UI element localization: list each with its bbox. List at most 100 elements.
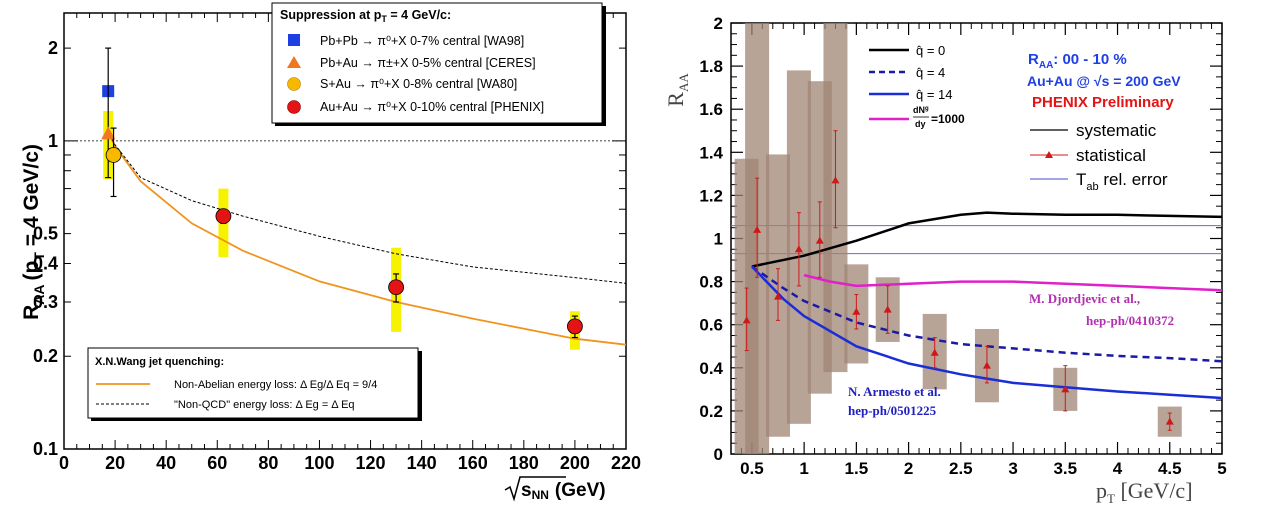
x-tick-label: 100 — [304, 453, 334, 473]
annotation-djordjevic: M. Djordjevic et al., hep-ph/0410372 — [1029, 291, 1174, 328]
data-point — [753, 225, 762, 233]
legend-entry: S+Au → π⁰+X 0-8% central [WA80] — [320, 77, 517, 91]
x-tick-label: 2 — [904, 459, 913, 478]
legend-entry: "Non-QCD" energy loss: Δ Eg = Δ Eq — [174, 399, 355, 411]
right-model-legend: q̂ = 0 q̂ = 4 q̂ = 14 dNg dy =1000 — [869, 43, 965, 129]
x-tick-label: 60 — [207, 453, 227, 473]
legend-entry: Pb+Au → π±+X 0-5% central [CERES] — [320, 56, 536, 70]
x-tick-label: 3 — [1008, 459, 1017, 478]
legend-entry: Tab rel. error — [1076, 170, 1168, 193]
y-tick-label: 1.8 — [699, 57, 723, 76]
x-tick-label: 4 — [1113, 459, 1123, 478]
x-tick-label: 5 — [1217, 459, 1226, 478]
y-tick-label: 0.4 — [699, 359, 723, 378]
legend-entry: Non-Abelian energy loss: Δ Eg/Δ Eq = 9/4 — [174, 379, 377, 391]
theory-curve-2 — [751, 265, 1223, 400]
y-tick-label: 1.2 — [699, 186, 723, 205]
data-point-wa80 — [105, 147, 122, 163]
legend-marker-triangle — [287, 56, 301, 68]
legend-marker-circle — [287, 77, 301, 91]
y-tick-label: 1.4 — [699, 143, 723, 162]
legend-title: X.N.Wang jet quenching: — [95, 356, 224, 368]
data-point — [774, 292, 783, 300]
data-point — [794, 245, 803, 253]
x-tick-label: 2.5 — [949, 459, 973, 478]
x-tick-label: 180 — [509, 453, 539, 473]
x-tick-label: 80 — [258, 453, 278, 473]
x-tick-label: 200 — [560, 453, 590, 473]
right-y-axis-label: RAA — [663, 73, 691, 107]
data-point — [1165, 417, 1174, 425]
data-point-phenix — [388, 279, 404, 296]
left-y-axis-label: RAA(pT = 4 GeV/c) — [20, 144, 47, 320]
data-point — [1061, 385, 1070, 393]
svg-text:dy: dy — [915, 119, 926, 129]
theory-curve-1 — [751, 265, 1223, 363]
data-point — [930, 348, 939, 356]
x-tick-label: 1 — [799, 459, 808, 478]
y-tick-label: 0.2 — [699, 402, 723, 421]
y-tick-label: 0.8 — [699, 273, 723, 292]
x-tick-label: 140 — [407, 453, 437, 473]
y-tick-label: 0.3 — [33, 292, 58, 312]
legend-entry: q̂ = 0 — [916, 43, 945, 58]
svg-text:hep-ph/0410372: hep-ph/0410372 — [1086, 313, 1174, 328]
svg-text:M. Djordjevic et al.,: M. Djordjevic et al., — [1029, 291, 1140, 306]
data-point — [883, 305, 892, 313]
annotation-armesto: N. Armesto et al. hep-ph/0501225 — [848, 384, 941, 418]
theory-curve-3 — [803, 273, 1223, 292]
legend-title: Suppression at pT = 4 GeV/c: — [280, 8, 451, 24]
x-tick-label: 20 — [105, 453, 125, 473]
svg-text:hep-ph/0501225: hep-ph/0501225 — [848, 403, 937, 418]
theory-curve-0 — [751, 211, 1223, 268]
right-x-axis-label: pT [GeV/c] — [1096, 478, 1193, 506]
left-legend-wang: X.N.Wang jet quenching: Non-Abelian ener… — [87, 347, 422, 421]
x-tick-label: 40 — [156, 453, 176, 473]
x-tick-label: 0 — [59, 453, 69, 473]
left-plot-layer: 0 20 40 60 80 100 120 140 160 180 200 220 0.1 0.2 0.3 0… — [33, 13, 641, 473]
y-tick-label: 2 — [48, 38, 58, 58]
left-legend-suppression: Suppression at pT = 4 GeV/c: Pb+Pb → π⁰+… — [271, 2, 606, 126]
y-tick-label: 0.2 — [33, 346, 58, 366]
right-error-legend: systematic statistical Tab rel. error — [1030, 121, 1168, 193]
y-tick-label: 0.6 — [699, 316, 723, 335]
data-point-phenix — [215, 208, 232, 224]
y-tick-label: 0 — [714, 445, 723, 464]
y-tick-label: 0.5 — [33, 224, 58, 244]
legend-entry: q̂ = 4 — [916, 65, 945, 80]
centrality-label: RAA: 00 - 10 % — [1028, 51, 1127, 71]
y-tick-label: 1 — [48, 131, 58, 151]
y-tick-label: 0.4 — [33, 253, 58, 273]
x-tick-label: 3.5 — [1053, 459, 1077, 478]
legend-marker-square — [288, 34, 300, 46]
data-point — [815, 236, 824, 244]
x-tick-label: 4.5 — [1158, 459, 1182, 478]
x-tick-label: 0.5 — [740, 459, 764, 478]
x-tick-label: 120 — [356, 453, 386, 473]
data-point-ceres — [101, 126, 116, 140]
data-point-phenix — [567, 318, 583, 335]
y-tick-label: 1.6 — [699, 100, 723, 119]
right-info-block: RAA: 00 - 10 % Au+Au @ √s = 200 GeV PHEN… — [1027, 51, 1181, 111]
data-point — [742, 316, 751, 324]
legend-entry: systematic — [1076, 121, 1157, 140]
y-tick-label: 0.1 — [33, 439, 58, 459]
data-point — [982, 361, 991, 369]
model-curve-non-abelian — [106, 130, 627, 346]
left-x-axis-label: sNN (GeV) — [504, 476, 606, 502]
right-plot-layer: 0 0.2 0.4 0.6 0.8 1 1.2 1.4 1.6 1.8 2 0.5 1 1.5 2 2.5 3 3… — [699, 14, 1226, 478]
legend-entry: dNg — [913, 105, 929, 115]
y-tick-label: 2 — [714, 14, 723, 33]
svg-text:=1000: =1000 — [931, 112, 965, 126]
sqrt-symbol — [504, 476, 566, 502]
x-tick-label: 1.5 — [845, 459, 869, 478]
svg-text:sNN(GeV): sNN (GeV) — [521, 480, 606, 502]
y-tick-label: 1 — [714, 230, 723, 249]
model-curve-non-qcd — [106, 130, 627, 284]
legend-entry: q̂ = 14 — [916, 87, 953, 102]
legend-entry: Pb+Pb → π⁰+X 0-7% central [WA98] — [320, 34, 524, 48]
x-tick-label: 160 — [458, 453, 488, 473]
legend-entry: statistical — [1076, 146, 1146, 165]
legend-marker-circle — [287, 100, 301, 114]
